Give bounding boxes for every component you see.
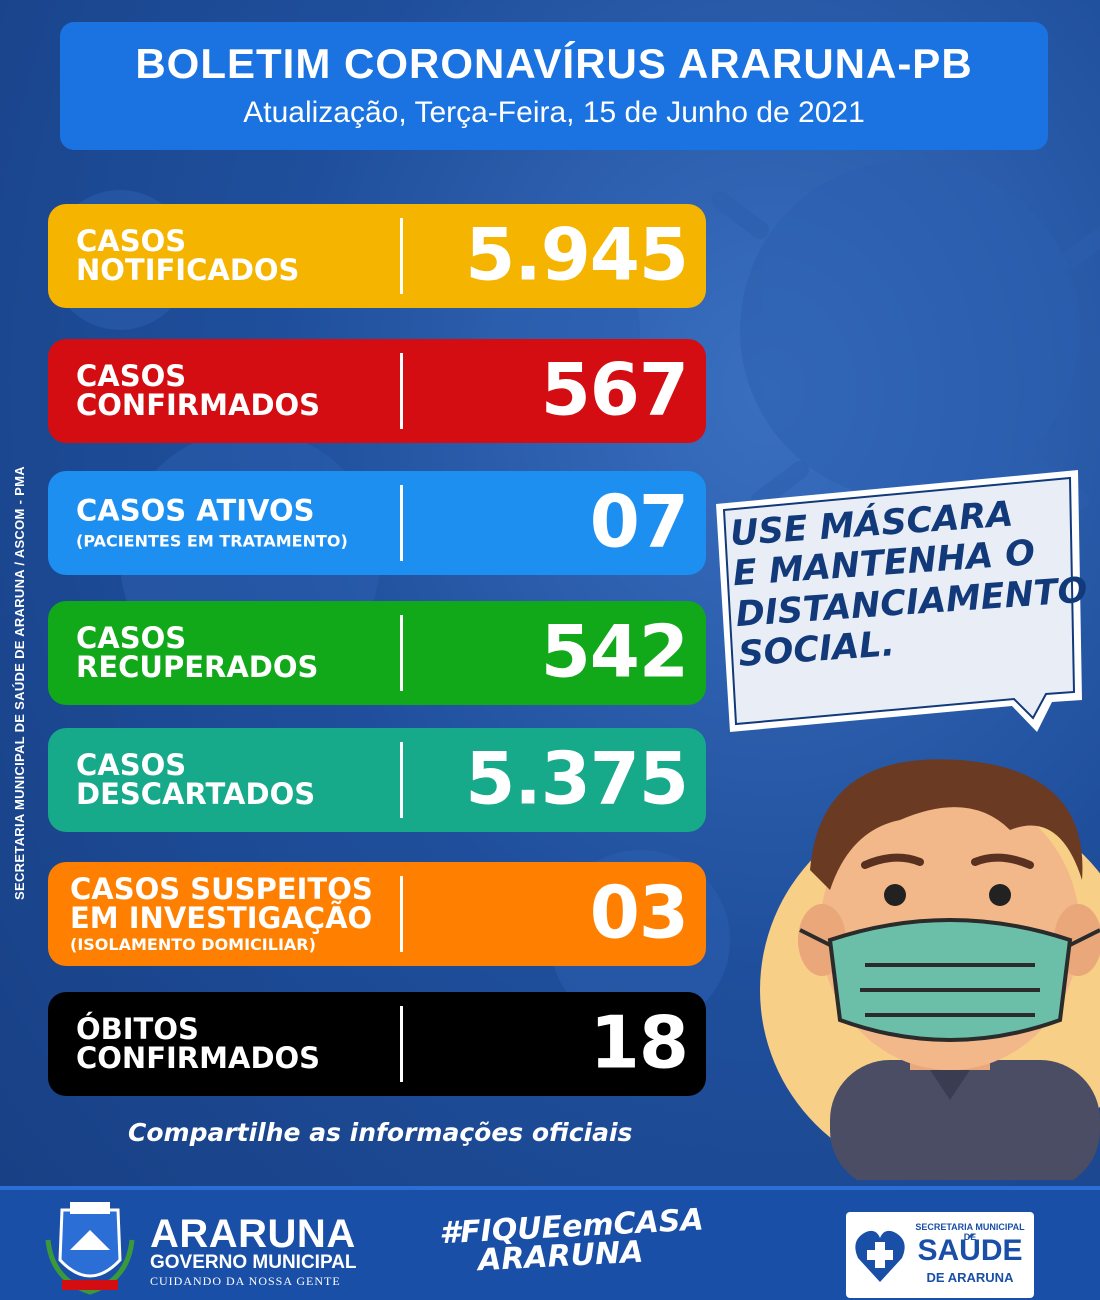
stat-label-line1: CASOS [76, 359, 187, 393]
stat-label-sub: (PACIENTES EM TRATAMENTO) [76, 531, 348, 551]
divider [400, 742, 403, 818]
stat-label-line1: CASOS SUSPEITOS [70, 872, 373, 906]
stat-label: CASOS SUSPEITOS EM INVESTIGAÇÃO (ISOLAME… [70, 875, 373, 953]
stat-card-suspected: CASOS SUSPEITOS EM INVESTIGAÇÃO (ISOLAME… [48, 862, 706, 966]
municipal-crest-icon [45, 1202, 135, 1295]
hashtag: #FIQUEemCASA ARARUNA [438, 1202, 704, 1278]
stat-card-recovered: CASOS RECUPERADOS 542 [48, 601, 706, 705]
divider [400, 353, 403, 429]
stat-label-line1: ÓBITOS [76, 1012, 199, 1046]
stat-label: CASOS NOTIFICADOS [76, 227, 299, 285]
divider [400, 1006, 403, 1082]
stat-card-discarded: CASOS DESCARTADOS 5.375 [48, 728, 706, 832]
side-credit: SECRETARIA MUNICIPAL DE SAÚDE DE ARARUNA… [12, 466, 27, 900]
stat-label-line2: NOTIFICADOS [76, 253, 300, 287]
stat-label-line1: CASOS ATIVOS [76, 493, 315, 528]
hashtag-line2: ARARUNA [477, 1234, 645, 1278]
stat-label-line1: CASOS [76, 748, 187, 782]
stat-card-deaths: ÓBITOS CONFIRMADOS 18 [48, 992, 706, 1096]
stat-label-line2: EM INVESTIGAÇÃO [70, 901, 373, 935]
header-banner: BOLETIM CORONAVÍRUS ARARUNA-PB Atualizaç… [60, 22, 1048, 150]
stat-label-line1: CASOS [76, 621, 187, 655]
stat-label-line2: CONFIRMADOS [76, 1041, 321, 1075]
stat-label: ÓBITOS CONFIRMADOS [76, 1015, 320, 1073]
health-department-logo: SECRETARIA MUNICIPAL DE SAÚDE DE ARARUNA [846, 1212, 1034, 1298]
health-bottom-text: DE ARARUNA [926, 1270, 1014, 1285]
stat-value: 18 [589, 1000, 689, 1085]
health-main-text: SAÚDE [917, 1234, 1023, 1267]
stat-label-line2: DESCARTADOS [76, 777, 316, 811]
share-message: Compartilhe as informações oficiais [128, 1118, 633, 1147]
stat-value: 542 [540, 609, 689, 694]
stat-value: 03 [589, 870, 689, 955]
health-heart-cross-icon [855, 1230, 905, 1282]
divider [400, 218, 403, 294]
stat-label: CASOS ATIVOS (PACIENTES EM TRATAMENTO) [76, 493, 348, 551]
page-title: BOLETIM CORONAVÍRUS ARARUNA-PB [135, 40, 973, 87]
stat-label: CASOS RECUPERADOS [76, 624, 318, 682]
city-government: GOVERNO MUNICIPAL [150, 1252, 357, 1273]
speech-bubble-text: USE MÁSCARA E MANTENHA O DISTANCIAMENTO … [729, 490, 1089, 675]
divider [400, 876, 403, 952]
speech-bubble-icon [716, 470, 1082, 732]
stat-label: CASOS DESCARTADOS [76, 751, 315, 809]
stat-value: 07 [589, 479, 689, 564]
health-top-text: SECRETARIA MUNICIPAL DE [915, 1222, 1025, 1242]
stat-label-line1: CASOS [76, 224, 187, 258]
footer: ARARUNA GOVERNO MUNICIPAL CUIDANDO DA NO… [0, 1186, 1100, 1300]
update-date: Atualização, Terça-Feira, 15 de Junho de… [243, 96, 865, 129]
divider [400, 615, 403, 691]
masked-boy-illustration [760, 759, 1100, 1180]
stat-card-active: CASOS ATIVOS (PACIENTES EM TRATAMENTO) 0… [48, 471, 706, 575]
stat-value: 5.945 [465, 212, 689, 297]
stat-label: CASOS CONFIRMADOS [76, 362, 320, 420]
divider [400, 485, 403, 561]
stat-label-line2: RECUPERADOS [76, 650, 319, 684]
stat-value: 567 [540, 347, 689, 432]
city-motto: CUIDANDO DA NOSSA GENTE [150, 1274, 341, 1288]
stat-label-sub: (ISOLAMENTO DOMICILIAR) [70, 935, 316, 954]
stat-value: 5.375 [465, 736, 689, 821]
stat-label-line2: CONFIRMADOS [76, 388, 321, 422]
city-name: ARARUNA [150, 1212, 356, 1256]
stat-card-confirmed: CASOS CONFIRMADOS 567 [48, 339, 706, 443]
stat-card-notified: CASOS NOTIFICADOS 5.945 [48, 204, 706, 308]
